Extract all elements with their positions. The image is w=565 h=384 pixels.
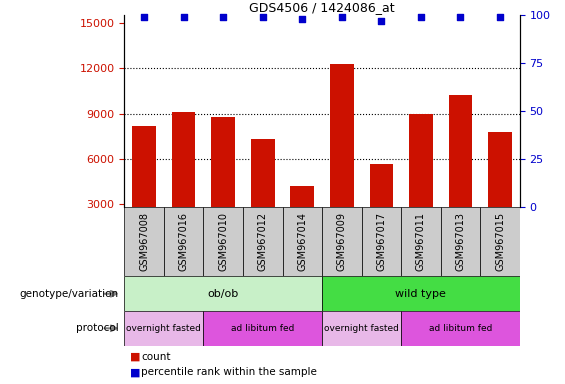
Text: GSM967013: GSM967013 <box>455 212 466 271</box>
Point <box>456 14 465 20</box>
Text: ob/ob: ob/ob <box>207 289 239 299</box>
Text: overnight fasted: overnight fasted <box>127 324 201 333</box>
Point <box>219 14 228 20</box>
Bar <box>449 96 472 250</box>
Bar <box>370 164 393 250</box>
Bar <box>124 276 322 311</box>
Bar <box>322 311 401 346</box>
Text: GSM967010: GSM967010 <box>218 212 228 271</box>
Point <box>179 14 188 20</box>
Bar <box>132 126 156 250</box>
Bar <box>211 117 235 250</box>
Text: GSM967011: GSM967011 <box>416 212 426 271</box>
Point <box>496 14 505 20</box>
Bar <box>409 114 433 250</box>
Bar <box>401 311 520 346</box>
Text: percentile rank within the sample: percentile rank within the sample <box>141 367 317 377</box>
Bar <box>282 207 322 276</box>
Bar <box>362 207 401 276</box>
Text: overnight fasted: overnight fasted <box>324 324 399 333</box>
Text: GSM967017: GSM967017 <box>376 212 386 271</box>
Bar <box>322 207 362 276</box>
Text: count: count <box>141 352 171 362</box>
Bar <box>203 207 243 276</box>
Text: GSM967009: GSM967009 <box>337 212 347 271</box>
Text: ad libitum fed: ad libitum fed <box>429 324 492 333</box>
Text: GSM967016: GSM967016 <box>179 212 189 271</box>
Point <box>140 14 149 20</box>
Bar <box>124 207 164 276</box>
Text: GSM967014: GSM967014 <box>297 212 307 271</box>
Point <box>337 14 346 20</box>
Point <box>258 14 267 20</box>
Text: ■: ■ <box>130 367 141 377</box>
Bar <box>124 311 203 346</box>
Title: GDS4506 / 1424086_at: GDS4506 / 1424086_at <box>249 1 395 14</box>
Bar <box>330 64 354 250</box>
Bar <box>251 139 275 250</box>
Bar <box>164 207 203 276</box>
Bar <box>441 207 480 276</box>
Bar <box>203 311 322 346</box>
Bar <box>172 112 195 250</box>
Text: genotype/variation: genotype/variation <box>20 289 119 299</box>
Point <box>377 18 386 24</box>
Bar <box>401 207 441 276</box>
Text: GSM967012: GSM967012 <box>258 212 268 271</box>
Bar <box>488 132 512 250</box>
Text: ad libitum fed: ad libitum fed <box>231 324 294 333</box>
Text: GSM967008: GSM967008 <box>139 212 149 271</box>
Text: protocol: protocol <box>76 323 119 333</box>
Point <box>416 14 425 20</box>
Point <box>298 16 307 22</box>
Bar <box>480 207 520 276</box>
Bar <box>322 276 520 311</box>
Bar <box>290 186 314 250</box>
Text: GSM967015: GSM967015 <box>495 212 505 271</box>
Bar <box>243 207 282 276</box>
Text: wild type: wild type <box>396 289 446 299</box>
Text: ■: ■ <box>130 352 141 362</box>
